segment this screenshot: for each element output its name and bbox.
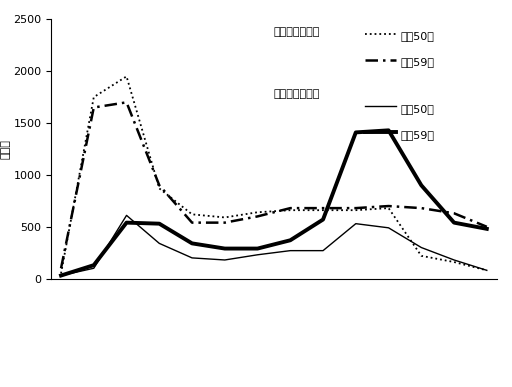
Text: 夫婦のみの世帯: 夫婦のみの世帯 <box>274 89 321 99</box>
Y-axis label: 千世帯: 千世帯 <box>1 139 11 159</box>
Text: 平成59年: 平成59年 <box>401 57 435 67</box>
Text: 平成59年: 平成59年 <box>401 130 435 140</box>
Text: 単　独　世　帯: 単 独 世 帯 <box>274 27 321 37</box>
Text: 昭和50年: 昭和50年 <box>401 104 435 114</box>
Text: 昭和50年: 昭和50年 <box>401 31 435 41</box>
